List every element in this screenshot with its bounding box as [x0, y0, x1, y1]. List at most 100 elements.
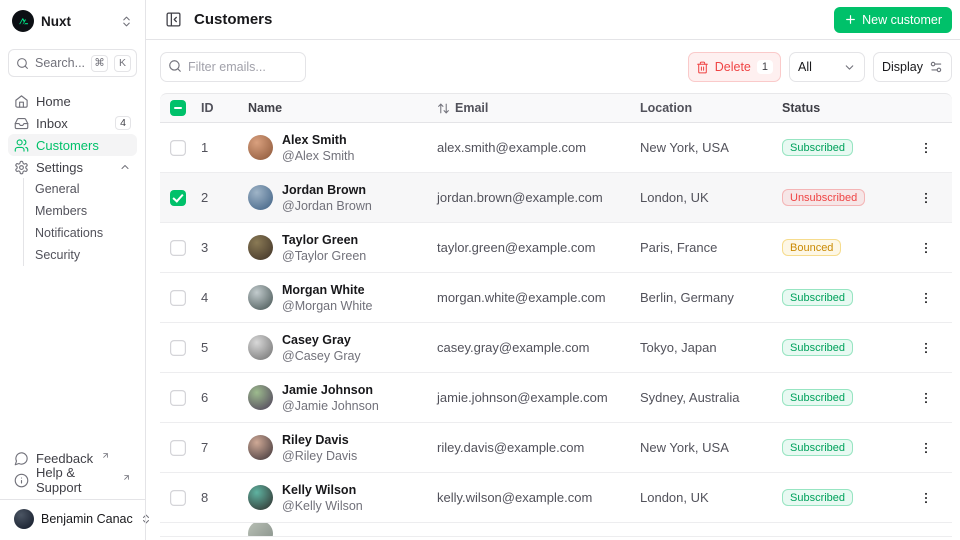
row-actions-button[interactable]: [914, 186, 938, 210]
row-actions-button[interactable]: [914, 386, 938, 410]
external-link-icon: [122, 473, 131, 482]
status-badge: Subscribed: [782, 339, 854, 356]
inbox-count-badge: 4: [115, 116, 131, 130]
avatar: [248, 185, 273, 210]
avatar: [248, 435, 273, 460]
home-icon: [14, 94, 29, 109]
plus-icon: [844, 13, 857, 26]
collapse-sidebar-button[interactable]: [160, 7, 186, 33]
sidebar-item-settings[interactable]: Settings: [8, 156, 137, 178]
sidebar-item-feedback[interactable]: Feedback: [8, 447, 137, 469]
sidebar-search[interactable]: Search... ⌘ K: [8, 49, 137, 77]
row-actions-button[interactable]: [914, 486, 938, 510]
table-row: 4 Morgan White @Morgan White morgan.whit…: [160, 273, 952, 323]
toolbar-actions: Delete 1 All Display: [687, 52, 952, 82]
sidebar-item-customers[interactable]: Customers: [8, 134, 137, 156]
info-circle-icon: [14, 473, 29, 488]
row-checkbox[interactable]: [170, 139, 186, 156]
row-id: 6: [201, 390, 209, 405]
status-badge: Subscribed: [782, 139, 854, 156]
column-header-email[interactable]: Email: [430, 101, 635, 115]
table-row-partial: [160, 523, 952, 537]
sidebar-item-security[interactable]: Security: [35, 248, 81, 262]
user-menu[interactable]: Benjamin Canac: [8, 506, 149, 532]
sidebar-divider: [0, 499, 145, 500]
sidebar-item-inbox[interactable]: Inbox 4: [8, 112, 137, 134]
ellipsis-vertical-icon: [925, 292, 927, 303]
customer-name: Taylor Green: [282, 232, 359, 247]
status-badge: Subscribed: [782, 389, 854, 406]
sidebar-item-general[interactable]: General: [35, 182, 80, 196]
customer-handle: @Jamie Johnson: [282, 398, 379, 413]
row-checkbox[interactable]: [170, 439, 186, 456]
ellipsis-vertical-icon: [925, 242, 927, 253]
customer-name: Jordan Brown: [282, 182, 367, 197]
filter-field: [160, 52, 306, 82]
row-checkbox[interactable]: [170, 389, 186, 406]
status-badge: Subscribed: [782, 489, 854, 506]
row-checkbox[interactable]: [170, 339, 186, 356]
sort-arrows-icon: [437, 102, 450, 115]
content: Delete 1 All Display: [146, 40, 960, 540]
filter-emails-input[interactable]: [160, 52, 306, 82]
column-header-status: Status: [782, 101, 821, 115]
delete-button[interactable]: Delete 1: [687, 52, 781, 82]
customer-name: Jamie Johnson: [282, 382, 373, 397]
table-row: 2 Jordan Brown @Jordan Brown jordan.brow…: [160, 173, 952, 223]
customer-handle: @Taylor Green: [282, 248, 367, 263]
display-button[interactable]: Display: [873, 52, 952, 82]
sidebar-item-members[interactable]: Members: [35, 204, 88, 218]
new-customer-label: New customer: [862, 12, 942, 27]
row-checkbox[interactable]: [170, 189, 186, 206]
trash-icon: [696, 61, 709, 74]
customer-handle: @Jordan Brown: [282, 198, 372, 213]
row-actions-button[interactable]: [914, 436, 938, 460]
customer-email: casey.gray@example.com: [437, 340, 590, 355]
row-checkbox[interactable]: [170, 489, 186, 506]
row-actions-button[interactable]: [914, 136, 938, 160]
customer-location: Sydney, Australia: [640, 390, 740, 405]
table-row: 7 Riley Davis @Riley Davis riley.davis@e…: [160, 423, 952, 473]
select-all-checkbox[interactable]: [170, 100, 186, 116]
gear-icon: [14, 160, 29, 175]
delete-label: Delete: [714, 60, 751, 74]
workspace-selector[interactable]: Nuxt: [8, 8, 137, 34]
customer-location: Berlin, Germany: [640, 290, 734, 305]
row-actions-button[interactable]: [914, 236, 938, 260]
sidebar-item-home[interactable]: Home: [8, 90, 137, 112]
sidebar-item-notifications[interactable]: Notifications: [35, 226, 104, 240]
row-actions-button[interactable]: [914, 336, 938, 360]
row-actions-button[interactable]: [914, 286, 938, 310]
row-checkbox[interactable]: [170, 289, 186, 306]
customer-email: morgan.white@example.com: [437, 290, 606, 305]
sidebar-item-help-support[interactable]: Help & Support: [8, 465, 137, 495]
search-icon: [168, 59, 182, 73]
table-header-row: ID Name Email Location Status: [160, 93, 952, 123]
customer-email: jordan.brown@example.com: [437, 190, 603, 205]
customer-location: Paris, France: [640, 240, 718, 255]
row-checkbox[interactable]: [170, 239, 186, 256]
user-name: Benjamin Canac: [41, 512, 133, 526]
settings-subnav: General Members Notifications Security: [23, 178, 137, 266]
column-header-email-label: Email: [455, 101, 489, 115]
inbox-icon: [14, 116, 29, 131]
chevron-up-icon: [119, 161, 131, 173]
status-badge: Bounced: [782, 239, 842, 256]
row-id: 2: [201, 190, 209, 205]
ellipsis-vertical-icon: [925, 392, 927, 403]
avatar: [248, 285, 273, 310]
table-body: 1 Alex Smith @Alex Smith alex.smith@exam…: [160, 123, 952, 523]
display-label: Display: [882, 60, 923, 74]
status-filter-select[interactable]: All: [789, 52, 865, 82]
chevrons-up-down-icon: [120, 15, 133, 28]
status-badge: Subscribed: [782, 289, 854, 306]
customer-name: Riley Davis: [282, 432, 349, 447]
customer-email: alex.smith@example.com: [437, 140, 587, 155]
avatar: [248, 335, 273, 360]
chevron-down-icon: [843, 61, 856, 74]
customer-email: taylor.green@example.com: [437, 240, 596, 255]
avatar: [248, 385, 273, 410]
new-customer-button[interactable]: New customer: [834, 6, 952, 33]
column-header-location: Location: [640, 101, 693, 115]
sidebar: Nuxt Search... ⌘ K Home: [0, 0, 149, 540]
